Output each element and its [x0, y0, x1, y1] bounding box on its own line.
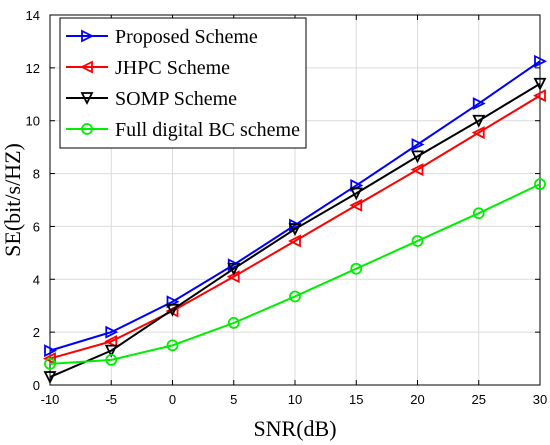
- legend-label: JHPC Scheme: [115, 57, 230, 79]
- legend-item: JHPC Scheme: [66, 57, 230, 79]
- y-tick-label: 4: [33, 272, 40, 287]
- x-tick-label: 10: [288, 392, 302, 407]
- data-point: [534, 54, 548, 68]
- x-tick-label: 20: [410, 392, 424, 407]
- y-tick-label: 14: [26, 8, 40, 23]
- data-point: [104, 334, 118, 348]
- data-point: [349, 198, 363, 212]
- data-point: [350, 262, 363, 275]
- y-tick-label: 12: [26, 61, 40, 76]
- data-point: [533, 77, 547, 91]
- y-tick-label: 10: [26, 114, 40, 129]
- data-point: [472, 207, 485, 220]
- x-tick-label: 15: [349, 392, 363, 407]
- data-point: [472, 114, 486, 128]
- legend-item: Proposed Scheme: [66, 26, 258, 48]
- data-point: [105, 353, 118, 366]
- x-tick-label: 30: [533, 392, 547, 407]
- x-tick-label: -10: [41, 392, 60, 407]
- series-group: [42, 54, 548, 385]
- y-tick-label: 6: [33, 219, 40, 234]
- legend-box: [59, 17, 307, 149]
- data-point: [472, 97, 486, 110]
- series-line: [49, 94, 541, 360]
- data-point: [227, 262, 241, 276]
- data-point: [104, 344, 118, 358]
- legend-label: Proposed Scheme: [115, 26, 258, 48]
- y-tick-label: 2: [33, 325, 40, 340]
- data-point: [166, 339, 179, 352]
- x-tick-label: -5: [105, 392, 117, 407]
- data-point: [287, 234, 301, 248]
- data-point: [43, 371, 57, 385]
- data-point: [44, 357, 56, 370]
- data-point: [411, 138, 425, 151]
- legend: Proposed Scheme JHPC Scheme SOMP Scheme Ful…: [59, 17, 307, 149]
- data-point: [534, 178, 546, 191]
- data-point: [44, 344, 58, 358]
- series-line: [49, 82, 541, 378]
- series-line: [49, 60, 541, 352]
- x-tick-label: 5: [230, 392, 237, 407]
- data-point: [471, 126, 485, 140]
- data-point: [166, 303, 179, 317]
- y-tick-label: 0: [33, 378, 40, 393]
- y-axis-label: SE(bit/s/HZ): [0, 143, 25, 257]
- data-point: [227, 316, 240, 329]
- legend-marker: [80, 92, 94, 106]
- x-tick-label: 25: [472, 392, 486, 407]
- axis-ticks: -10 -5 0 5 10 15 20 25 30 0 2 4 6 8 10 12 14: [26, 8, 548, 407]
- data-point: [42, 352, 56, 366]
- data-point: [411, 235, 424, 247]
- series-3: [43, 77, 547, 385]
- data-point: [289, 290, 301, 303]
- series-line: [49, 183, 541, 365]
- legend-item: SOMP Scheme: [66, 88, 237, 110]
- x-tick-label: 0: [169, 392, 176, 407]
- data-point: [410, 163, 424, 177]
- data-point: [411, 150, 424, 164]
- x-axis-label: SNR(dB): [253, 416, 336, 441]
- data-point: [105, 325, 119, 339]
- legend-marker: [79, 60, 93, 74]
- legend-label: Full digital BC scheme: [115, 119, 300, 141]
- series-1: [44, 54, 548, 358]
- data-point: [288, 223, 302, 237]
- legend-marker: [81, 123, 93, 135]
- legend-label: SOMP Scheme: [115, 88, 237, 110]
- y-tick-label: 8: [33, 167, 40, 182]
- data-point: [349, 187, 363, 201]
- series-4: [44, 178, 546, 370]
- legend-item: Full digital BC scheme: [66, 119, 300, 141]
- legend-marker: [81, 29, 95, 43]
- data-point: [532, 89, 546, 103]
